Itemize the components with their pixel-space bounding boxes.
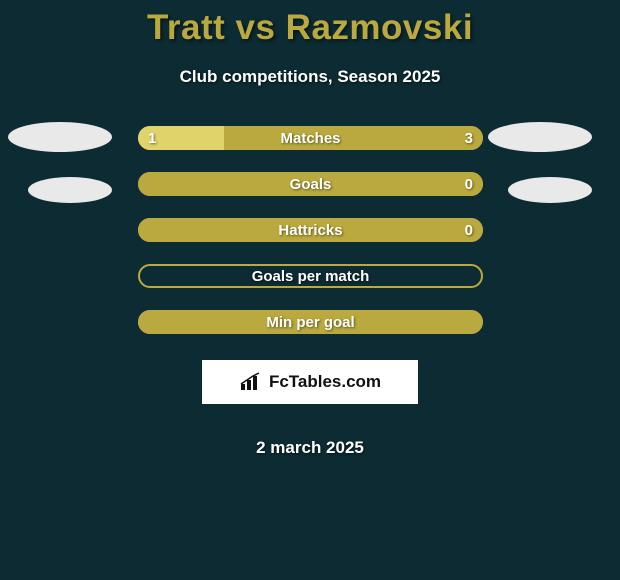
stat-bar-row: Goals per match [138, 264, 483, 288]
page-title: Tratt vs Razmovski [0, 0, 620, 48]
stat-bar-row: Min per goal [138, 310, 483, 334]
stat-bar-row: Hattricks0 [138, 218, 483, 242]
date-text: 2 march 2025 [0, 438, 620, 458]
bar-label: Matches [138, 126, 483, 150]
subtitle: Club competitions, Season 2025 [0, 67, 620, 87]
decorative-ellipse [508, 177, 592, 203]
bar-value-right: 3 [465, 126, 473, 150]
bar-label: Goals per match [140, 266, 481, 286]
stat-bar-row: Goals0 [138, 172, 483, 196]
bar-value-left: 1 [148, 126, 156, 150]
decorative-ellipse [28, 177, 112, 203]
decorative-ellipse [8, 122, 112, 152]
bar-label: Min per goal [138, 310, 483, 334]
brand-box: FcTables.com [202, 360, 418, 404]
bar-value-right: 0 [465, 172, 473, 196]
bar-value-right: 0 [465, 218, 473, 242]
stat-bars: Matches13Goals0Hattricks0Goals per match… [138, 126, 483, 356]
decorative-ellipse [488, 122, 592, 152]
barchart-icon [239, 372, 265, 392]
brand-text: FcTables.com [269, 372, 381, 392]
stat-bar-row: Matches1 3 [138, 126, 483, 150]
bar-label: Hattricks [138, 218, 483, 242]
comparison-infographic: Tratt vs Razmovski Club competitions, Se… [0, 0, 620, 580]
bar-label: Goals [138, 172, 483, 196]
